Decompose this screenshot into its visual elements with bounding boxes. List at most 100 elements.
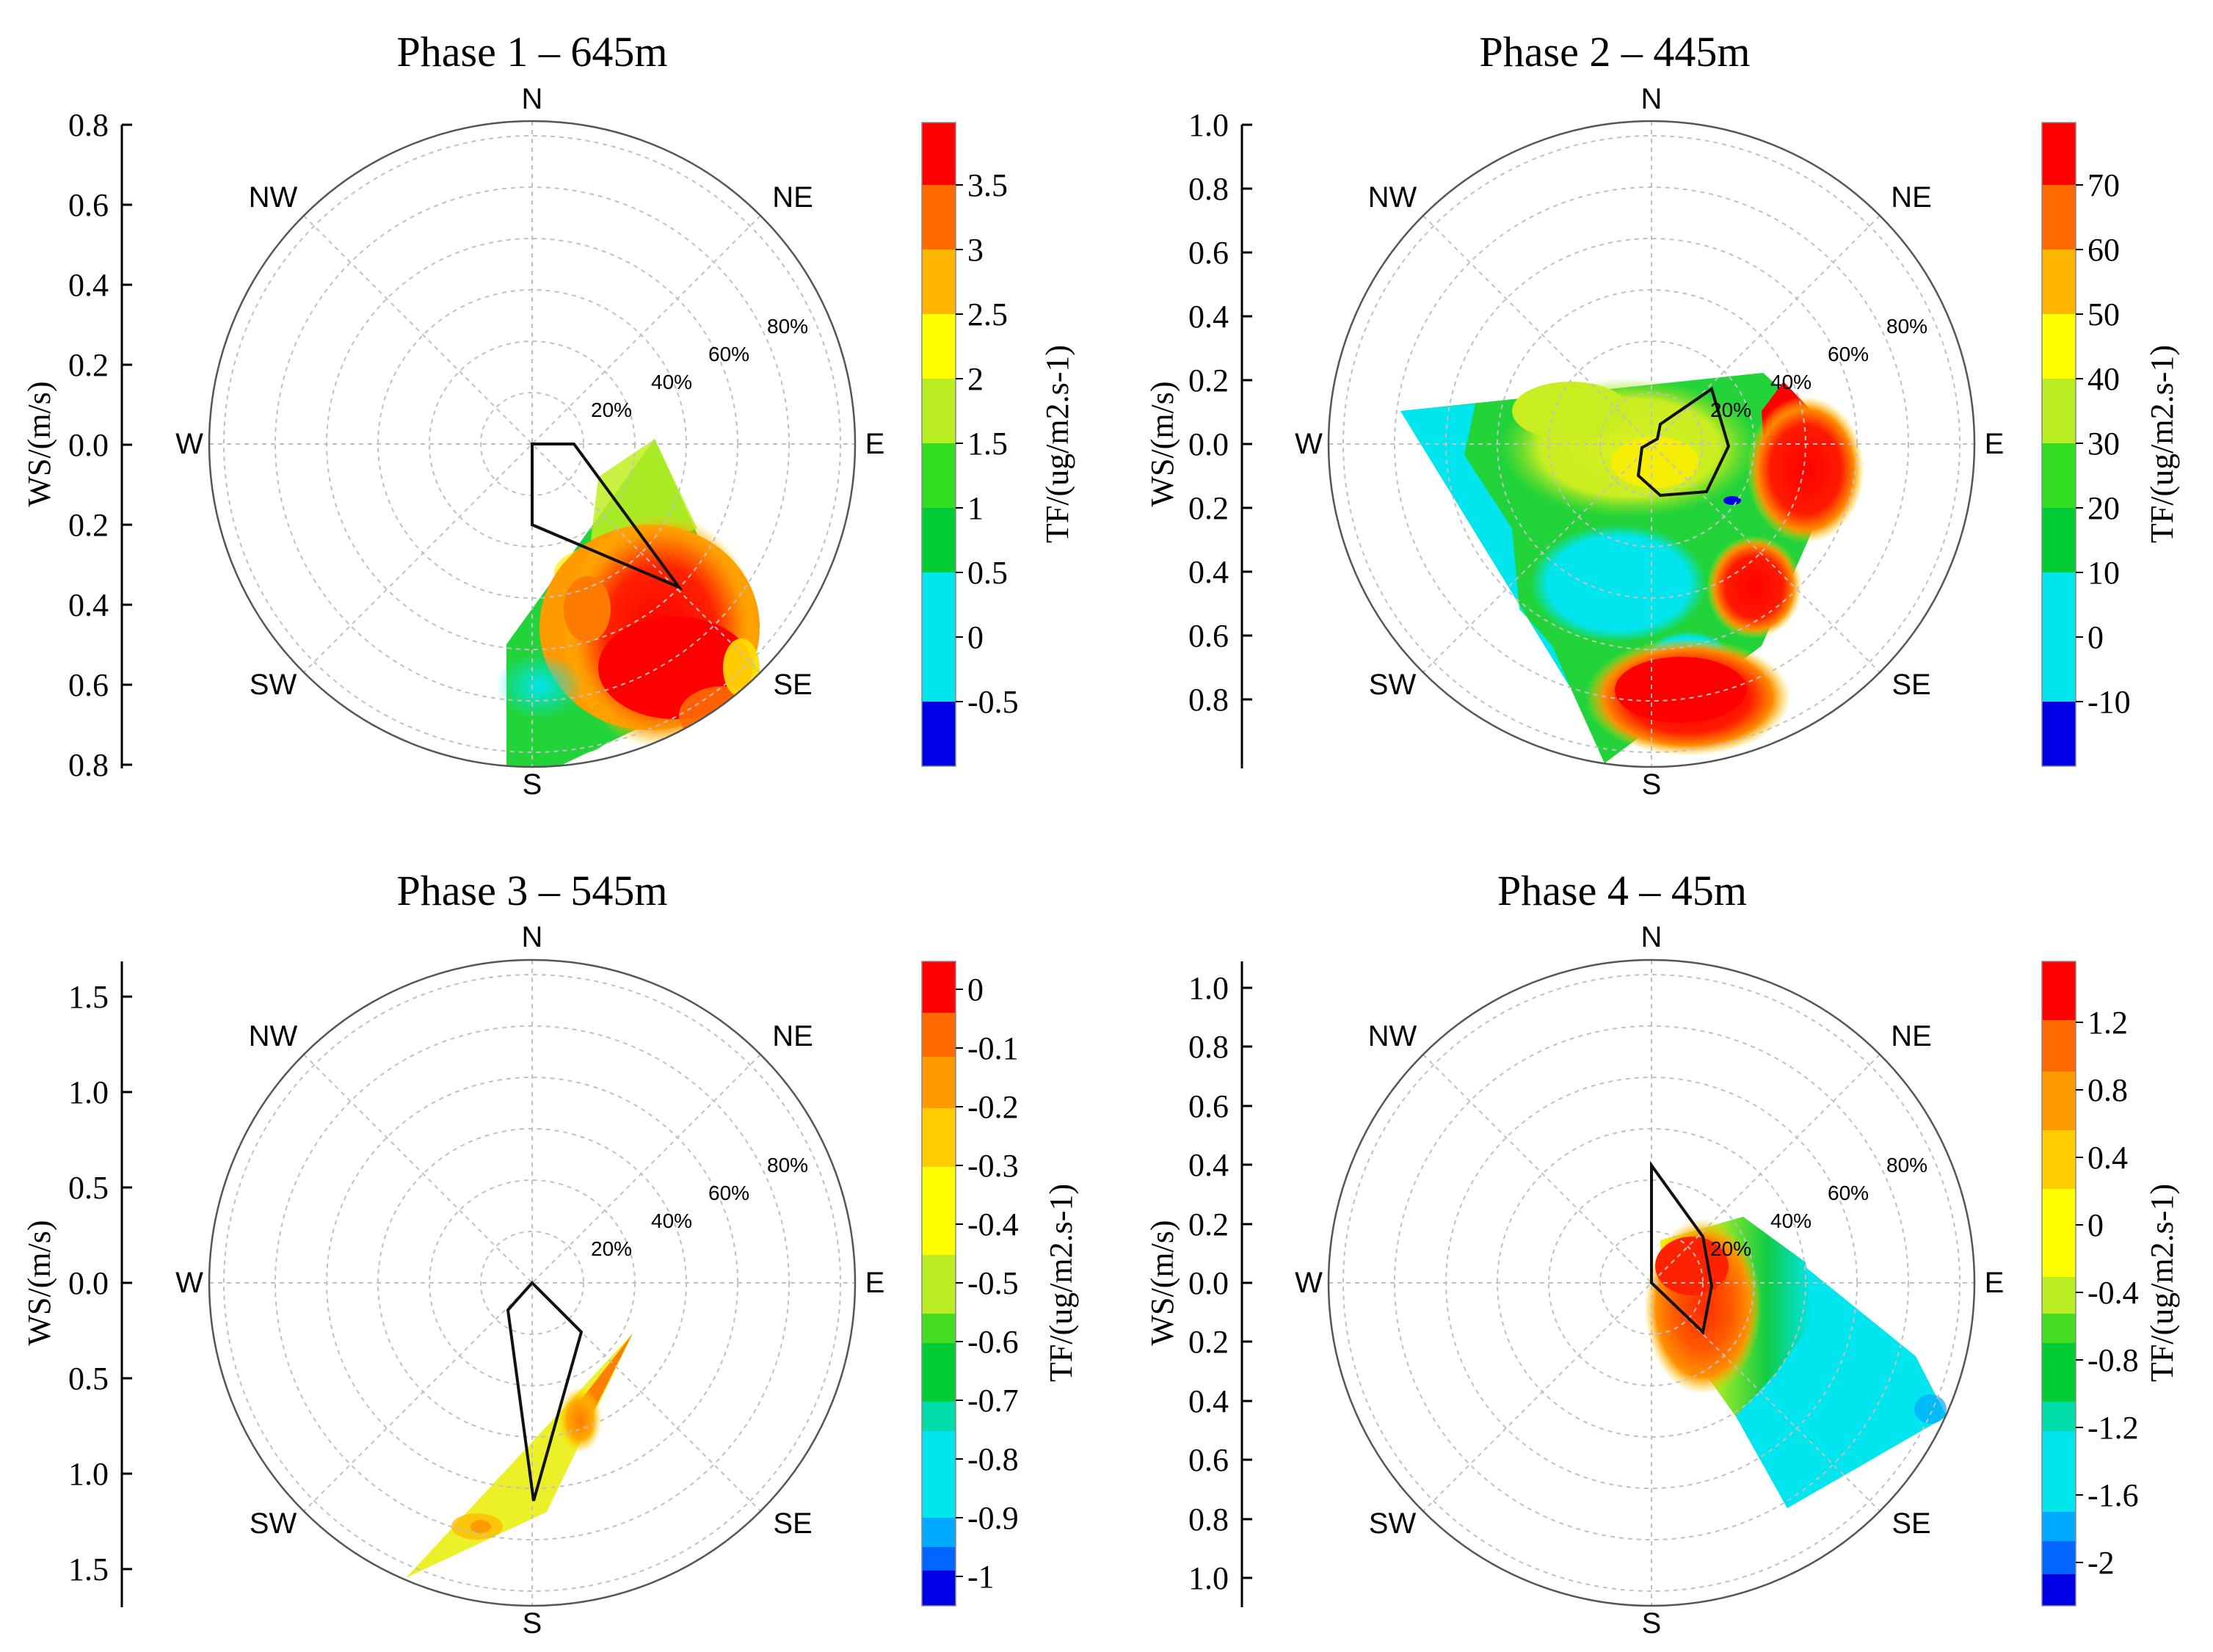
colorbar-tick-label: -0.5	[967, 684, 1019, 720]
y-axis-label: WS/(m/s)	[21, 1220, 57, 1345]
filled-contour-phase-1	[495, 439, 767, 767]
colorbar-band	[2042, 1574, 2076, 1606]
colorbar-band	[2042, 1431, 2076, 1460]
colorbar-label: TF/(ug/m2.s-1)	[1043, 1184, 1079, 1382]
ring-label: 40%	[1770, 1209, 1812, 1232]
ring-label: 20%	[591, 1237, 632, 1260]
contour-green-cells	[536, 713, 609, 754]
y-tick-label: 0.0	[1188, 426, 1229, 462]
ring-label: 60%	[1828, 343, 1869, 365]
colorbar-tick: 2	[956, 361, 984, 397]
direction-label: N	[1641, 83, 1663, 115]
colorbar-band	[2042, 1189, 2076, 1277]
y-tick: 1.5	[68, 1551, 132, 1587]
y-axis: 1.5 1.0 0.5 0.0 0.5 1.0 1.5 WS/(m/s)	[21, 961, 132, 1607]
colorbar-band	[922, 1571, 956, 1606]
direction-label: SE	[773, 669, 812, 701]
colorbar-tick: -0.5	[956, 684, 1019, 720]
y-tick: 0.0	[68, 1265, 132, 1301]
y-tick: 0.4	[1188, 1147, 1252, 1183]
y-tick: 1.0	[1188, 1560, 1252, 1596]
colorbar-band	[922, 1343, 956, 1402]
y-tick-label: 0.8	[1188, 682, 1229, 718]
y-tick-label: 0.4	[68, 267, 109, 303]
direction-label: S	[523, 1607, 542, 1640]
y-tick-label: 0.6	[68, 667, 109, 703]
y-tick: 0.6	[68, 667, 132, 703]
colorbar-tick-label: 2	[967, 361, 984, 397]
colorbar-band	[2042, 702, 2076, 766]
colorbar-band	[922, 1013, 956, 1057]
direction-label: NW	[1368, 181, 1417, 214]
compass-labels: N NE E SE S SW W NW	[175, 921, 884, 1640]
colorbar-tick-label: 3.5	[967, 167, 1008, 203]
y-tick: 0.4	[1188, 554, 1252, 590]
y-tick-label: 0.5	[68, 1361, 109, 1397]
y-tick-label: 0.6	[68, 187, 109, 223]
y-tick-label: 0.4	[68, 587, 109, 623]
colorbar-tick-label: 0.8	[2087, 1072, 2128, 1108]
y-axis: 0.8 0.6 0.4 0.2 0.0 0.2 0.4 0.6 0.8 WS/(…	[21, 107, 132, 783]
direction-label: W	[1295, 428, 1323, 460]
colorbar-tick: 0.5	[956, 555, 1008, 591]
ring-label: 80%	[767, 315, 808, 338]
colorbar-tick-label: -1.2	[2087, 1410, 2139, 1446]
colorbar-bands	[922, 961, 956, 1606]
y-tick-label: 1.5	[68, 1551, 109, 1587]
y-tick: 0.0	[1188, 1265, 1252, 1301]
colorbar-tick-label: 0	[967, 972, 984, 1008]
colorbar-tick: -0.4	[956, 1207, 1019, 1242]
colorbar-band	[2042, 1512, 2076, 1541]
colorbar-label: TF/(ug/m2.s-1)	[2144, 1184, 2180, 1382]
y-tick: 0.2	[1188, 1324, 1252, 1360]
colorbar-tick-label: 1.2	[2087, 1005, 2128, 1041]
y-tick: 0.6	[1188, 1442, 1252, 1478]
panel-phase-2: Phase 2 – 445m N NE E	[1144, 28, 2180, 801]
contour-mid-yellowgreen-2	[1512, 382, 1629, 440]
ring-label: 60%	[708, 343, 749, 365]
direction-label: NW	[249, 181, 298, 214]
colorbar-tick: 0	[956, 619, 984, 655]
panel-phase-1: Phase 1 – 645m N NE E SE	[21, 28, 1075, 801]
colorbar-bands	[922, 123, 956, 766]
contour-high-south-core	[1615, 657, 1747, 723]
y-tick: 0.5	[68, 1170, 132, 1206]
y-tick-label: 0.2	[1188, 1207, 1229, 1242]
y-tick-label: 0.8	[68, 107, 109, 143]
ring-label: 80%	[1886, 1154, 1927, 1176]
colorbar-tick: 1.2	[2076, 1005, 2128, 1041]
y-tick-label: 1.0	[1188, 970, 1229, 1006]
colorbar-tick: -0.6	[956, 1324, 1019, 1360]
y-axis: 1.0 0.8 0.6 0.4 0.2 0.0 0.2 0.4 0.6 0.8 …	[1144, 107, 1252, 768]
ring-label: 80%	[767, 1154, 808, 1176]
compass-labels: N NE E SE S SW W NW	[1295, 83, 2004, 801]
direction-label: N	[1641, 921, 1663, 953]
direction-label: NE	[1891, 1020, 1932, 1052]
direction-label: SE	[773, 1507, 812, 1540]
colorbar-tick: -0.8	[956, 1441, 1019, 1477]
colorbar-band	[2042, 443, 2076, 508]
contour-low-cyan	[495, 653, 584, 719]
colorbar-bands	[2042, 961, 2076, 1606]
colorbar-tick: 0.8	[2076, 1072, 2128, 1108]
wind-frequency-polygon	[1636, 386, 1731, 498]
colorbar-tick: 0	[2076, 1207, 2104, 1243]
panel-phase-3: Phase 3 – 545m N NE E SE S SW W NW	[21, 867, 1079, 1640]
colorbar-tick-label: -0.9	[967, 1500, 1019, 1536]
colorbar-band	[2042, 1071, 2076, 1130]
colorbar-tick-label: -0.4	[2087, 1275, 2139, 1311]
y-tick-label: 1.0	[68, 1074, 109, 1110]
panel-title: Phase 4 – 45m	[1497, 867, 1747, 914]
direction-label: SE	[1892, 669, 1930, 701]
colorbar-band	[2042, 1460, 2076, 1512]
y-axis-label: WS/(m/s)	[21, 381, 57, 506]
colorbar-band	[2042, 508, 2076, 572]
y-tick: 0.8	[68, 107, 132, 143]
contour-low-cyan-mid	[1530, 525, 1707, 642]
y-tick-label: 0.8	[1188, 1029, 1229, 1065]
colorbar-band	[2042, 1130, 2076, 1189]
direction-label: S	[1642, 768, 1662, 801]
colorbar-band	[2042, 1314, 2076, 1343]
colorbar-tick-label: 0	[967, 619, 984, 655]
